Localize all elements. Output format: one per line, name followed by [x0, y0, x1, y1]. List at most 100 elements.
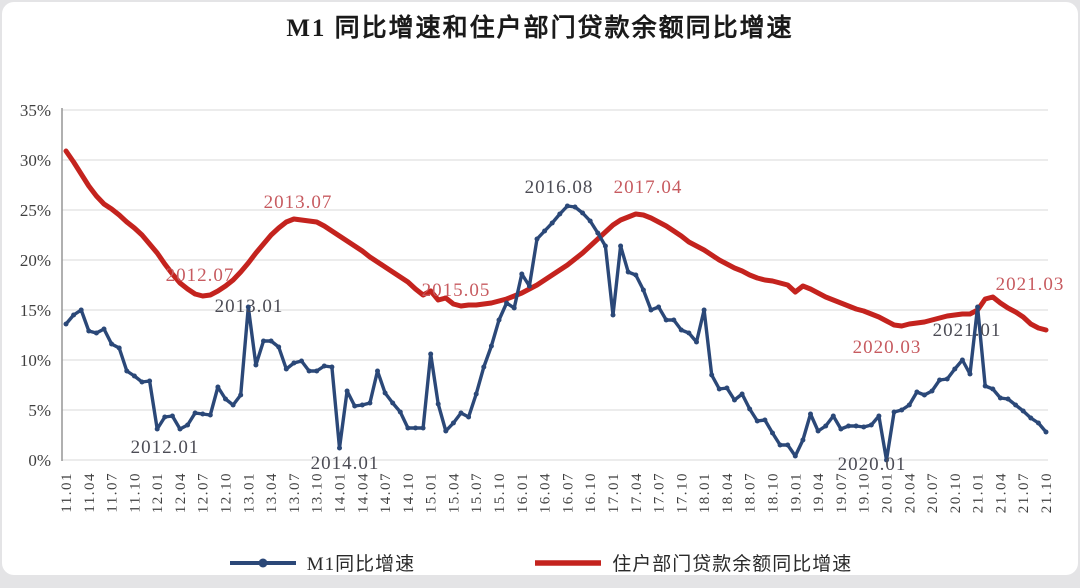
x-tick-label: 13.07: [287, 472, 303, 513]
m1-data-point: [230, 402, 236, 408]
x-tick-label: 12.10: [219, 472, 235, 513]
x-tick-label: 11.10: [127, 472, 143, 513]
m1-data-point: [268, 338, 274, 344]
m1-data-point: [337, 445, 342, 451]
m1-data-point: [884, 457, 889, 463]
x-tick-label: 21.04: [993, 472, 1009, 513]
x-axis-tick-labels: 11.01 11.04 11.07 11.10 12.01 12.04 12.07 12.10…: [59, 472, 1055, 513]
y-tick-label: 10%: [20, 351, 51, 370]
m1-data-point: [1013, 402, 1019, 408]
annotation-2020.03: 2020.03: [853, 337, 922, 358]
annotation-2014.01: 2014.01: [311, 453, 380, 474]
m1-data-point: [861, 424, 867, 430]
m1-data-point: [245, 304, 251, 310]
m1-data-point: [967, 371, 973, 377]
m1-data-point: [876, 413, 882, 419]
m1-data-point: [200, 411, 206, 417]
m1-data-point: [716, 386, 722, 392]
y-tick-label: 25%: [20, 201, 51, 220]
m1-data-point: [549, 220, 555, 226]
x-tick-label: 16.07: [560, 472, 576, 513]
m1-data-point: [299, 358, 304, 364]
m1-data-point: [78, 307, 84, 313]
m1-data-point: [777, 442, 783, 448]
y-tick-label: 35%: [20, 101, 51, 120]
y-tick-label: 5%: [28, 401, 51, 420]
x-tick-label: 20.04: [902, 472, 918, 513]
x-tick-label: 15.10: [492, 472, 508, 513]
m1-series-line: [63, 203, 1049, 463]
x-tick-label: 18.01: [697, 472, 713, 513]
m1-data-point: [519, 271, 525, 277]
x-tick-label: 14.10: [401, 472, 417, 513]
y-axis-tick-labels: 0% 5% 10% 15% 20% 25% 30% 35%: [20, 101, 51, 470]
x-tick-label: 21.10: [1039, 472, 1055, 513]
legend-item-household: 住户部门贷款余额同比增速: [533, 549, 852, 576]
m1-data-point: [306, 368, 312, 374]
m1-data-point: [929, 388, 935, 394]
m1-data-point: [185, 422, 191, 428]
m1-data-point: [443, 428, 449, 434]
x-tick-label: 11.04: [82, 472, 98, 513]
m1-data-point: [982, 383, 988, 389]
x-tick-label: 16.10: [583, 472, 599, 513]
m1-data-point: [694, 339, 699, 345]
m1-data-point: [975, 304, 981, 310]
m1-data-point: [169, 413, 175, 419]
m1-data-point: [405, 425, 411, 431]
annotation-2020.01: 2020.01: [838, 454, 907, 475]
y-tick-label: 20%: [20, 251, 51, 270]
x-tick-label: 15.04: [446, 472, 462, 513]
m1-data-point: [610, 312, 616, 318]
legend-label-household: 住户部门贷款余额同比增速: [612, 554, 853, 575]
m1-data-point: [952, 366, 958, 372]
legend-label-m1: M1同比增速: [306, 554, 416, 575]
m1-data-point: [899, 407, 905, 413]
m1-data-point: [754, 418, 760, 424]
x-tick-label: 17.04: [629, 472, 645, 513]
m1-data-point: [663, 317, 669, 323]
m1-data-point: [914, 389, 920, 395]
m1-data-point: [648, 307, 654, 313]
m1-data-point: [435, 401, 441, 407]
x-tick-label: 20.01: [879, 472, 895, 513]
m1-data-point: [815, 428, 821, 434]
m1-data-point: [557, 211, 563, 217]
m1-data-point: [709, 372, 715, 378]
m1-data-point: [375, 368, 380, 374]
m1-data-point: [93, 330, 99, 336]
m1-data-point: [633, 272, 639, 278]
m1-data-point: [853, 423, 859, 429]
household-series-line: [63, 148, 1049, 333]
m1-data-point: [473, 391, 479, 397]
m1-data-point: [86, 328, 92, 334]
m1-data-point: [823, 423, 829, 429]
m1-data-point: [397, 409, 403, 415]
m1-data-point: [390, 400, 396, 406]
x-tick-label: 19.01: [788, 472, 804, 513]
m1-data-point: [1035, 420, 1041, 426]
m1-data-point: [906, 402, 912, 408]
x-tick-label: 11.07: [105, 472, 121, 513]
annotation-2015.05: 2015.05: [422, 280, 491, 301]
annotation-2012.01: 2012.01: [131, 437, 200, 458]
m1-data-point: [572, 204, 578, 210]
m1-data-point: [481, 364, 487, 370]
x-tick-label: 14.04: [355, 472, 371, 513]
annotation-2013.07: 2013.07: [264, 192, 333, 213]
m1-data-point: [71, 312, 77, 318]
m1-data-point: [686, 330, 692, 336]
x-tick-label: 15.01: [424, 472, 440, 513]
m1-data-point: [109, 341, 115, 347]
m1-data-point: [944, 376, 950, 382]
x-tick-label: 19.04: [811, 472, 827, 513]
m1-data-point: [808, 411, 813, 417]
x-tick-label: 19.10: [857, 472, 873, 513]
m1-data-point: [580, 210, 586, 216]
m1-data-point: [739, 391, 745, 397]
m1-data-point: [504, 300, 510, 306]
m1-data-point: [321, 363, 327, 369]
x-tick-label: 15.07: [469, 472, 485, 513]
m1-data-point: [154, 426, 160, 432]
